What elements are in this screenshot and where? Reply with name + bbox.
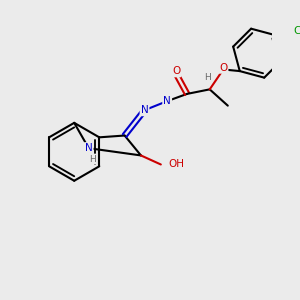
Text: H: H	[89, 154, 96, 164]
Text: N: N	[163, 96, 171, 106]
Text: OH: OH	[168, 160, 184, 170]
Text: N: N	[85, 143, 93, 153]
Text: O: O	[172, 66, 180, 76]
Text: Cl: Cl	[294, 26, 300, 36]
Text: H: H	[205, 73, 211, 82]
Text: O: O	[219, 63, 227, 73]
Text: N: N	[141, 105, 148, 115]
